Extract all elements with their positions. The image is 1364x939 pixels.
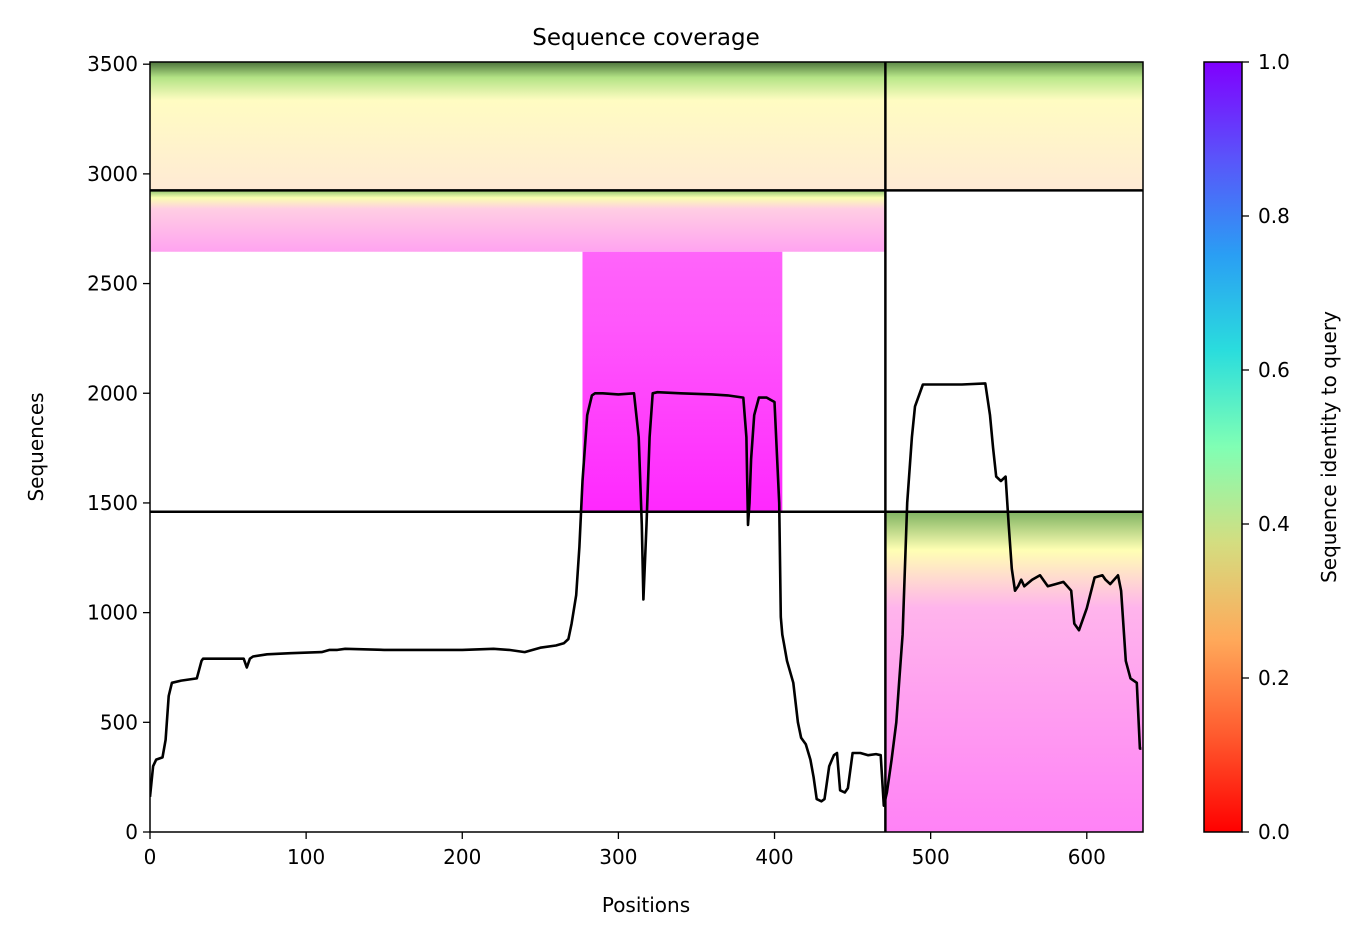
colorbar-label: Sequence identity to query xyxy=(1317,311,1341,583)
colorbar-tick-label: 0.4 xyxy=(1258,512,1290,536)
x-tick-label: 300 xyxy=(599,845,637,869)
y-axis: 0 500 1000 1500 2000 2500 3000 3500 xyxy=(87,52,150,844)
plot-frame xyxy=(149,61,1144,833)
y-tick-label: 500 xyxy=(100,710,138,734)
x-tick-label: 0 xyxy=(144,845,157,869)
coverage-block-bottom-right xyxy=(885,511,1143,832)
coverage-block-top-right xyxy=(885,62,1143,191)
y-tick-label: 2500 xyxy=(87,272,138,296)
x-tick-label: 500 xyxy=(912,845,950,869)
colorbar-gradient xyxy=(1203,61,1243,833)
chart-title: Sequence coverage xyxy=(532,25,760,51)
coverage-block-middle-left-upper xyxy=(150,190,886,252)
x-tick-label: 600 xyxy=(1068,845,1106,869)
y-tick-label: 1000 xyxy=(87,601,138,625)
y-tick-label: 0 xyxy=(125,820,138,844)
y-tick-label: 3500 xyxy=(87,52,138,76)
colorbar: 0.0 0.2 0.4 0.6 0.8 1.0 Sequence identity to … xyxy=(1203,50,1341,844)
y-tick-label: 3000 xyxy=(87,162,138,186)
colorbar-tick-label: 0.8 xyxy=(1258,204,1290,228)
colorbar-tick-label: 1.0 xyxy=(1258,50,1290,74)
coverage-line xyxy=(150,382,1142,808)
plot-area xyxy=(149,61,1144,833)
coverage-block-middle-left-core xyxy=(582,251,783,512)
y-tick-label: 2000 xyxy=(87,381,138,405)
colorbar-tick-label: 0.2 xyxy=(1258,666,1290,690)
x-axis: 0 100 200 300 400 500 600 xyxy=(144,832,1106,869)
x-tick-label: 400 xyxy=(755,845,793,869)
x-tick-label: 200 xyxy=(443,845,481,869)
colorbar-tick-label: 0.0 xyxy=(1258,820,1290,844)
y-tick-label: 1500 xyxy=(87,491,138,515)
colorbar-tick-label: 0.6 xyxy=(1258,358,1290,382)
y-axis-label: Sequences xyxy=(24,392,48,501)
x-tick-label: 100 xyxy=(287,845,325,869)
x-axis-label: Positions xyxy=(602,893,690,917)
coverage-block-top-left xyxy=(150,62,886,191)
